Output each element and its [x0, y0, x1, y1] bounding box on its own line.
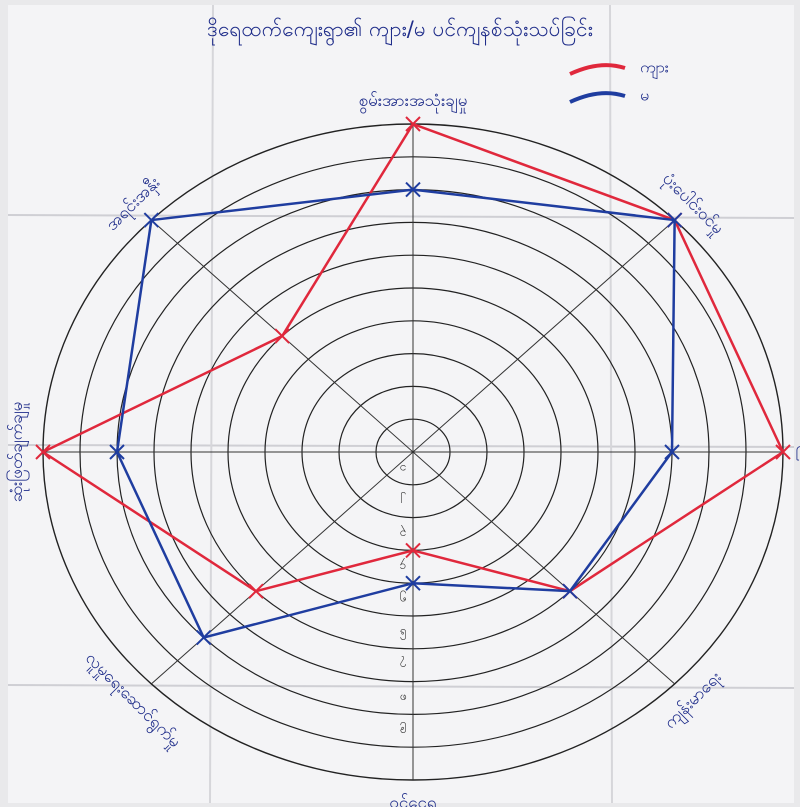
legend-swatch — [569, 63, 626, 76]
paper-fold — [7, 444, 795, 448]
data-point — [775, 444, 791, 460]
data-point — [405, 542, 421, 559]
axis-label: ဆုံးဖြတ်ချက်ချမှု — [5, 402, 30, 503]
data-point — [664, 444, 680, 460]
data-point — [405, 116, 421, 132]
data-point — [143, 212, 160, 228]
data-point — [405, 575, 421, 591]
tick-label: ၅ — [400, 590, 407, 607]
data-point — [35, 444, 51, 460]
data-point — [195, 629, 212, 646]
tick-label: ၈ — [400, 692, 407, 706]
tick-label: ၆ — [400, 626, 407, 641]
tick-label: ၉ — [400, 721, 407, 738]
spoke — [151, 219, 675, 685]
legend-label: ကျား — [640, 58, 669, 80]
data-point — [666, 212, 683, 228]
paper-fold — [209, 4, 214, 804]
axis-label: ပညာ — [796, 435, 800, 468]
paper-fold — [609, 4, 613, 804]
tick-label: ၄ — [400, 557, 407, 574]
paper-fold — [7, 684, 795, 689]
data-point — [109, 444, 125, 460]
axis-label: စွမ်းအားအသုံးချမှု — [359, 91, 468, 114]
data-point — [405, 181, 421, 198]
legend-swatch — [569, 91, 626, 104]
tick-label: ၁ — [400, 462, 407, 476]
data-point — [274, 328, 290, 344]
paper — [8, 5, 794, 803]
tick-label: ၇ — [400, 656, 407, 673]
axis-label: ဝင်ငွေရ — [389, 793, 438, 807]
tick-label: ၂ — [400, 492, 406, 509]
data-point — [562, 583, 578, 599]
data-point — [248, 583, 264, 599]
legend-label: မ — [640, 86, 649, 105]
tick-label: ၃ — [400, 525, 407, 542]
